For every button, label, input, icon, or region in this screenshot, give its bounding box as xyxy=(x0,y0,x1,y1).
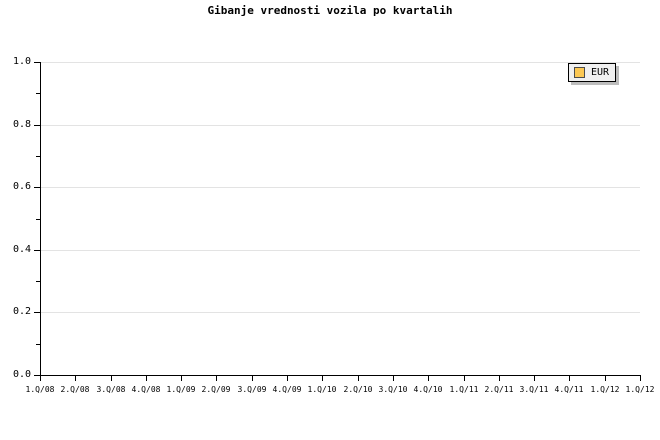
y-axis-label: 0.2 xyxy=(12,306,31,317)
y-axis-minor-tick xyxy=(36,156,41,157)
x-axis-label: 2.Q/08 xyxy=(60,385,90,394)
x-axis-tick xyxy=(499,376,500,381)
x-axis-tick xyxy=(322,376,323,381)
plot-area xyxy=(40,62,640,375)
x-axis-label: 1.Q/12 xyxy=(625,385,655,394)
y-axis-label: 0.4 xyxy=(12,244,31,255)
y-axis-minor-tick xyxy=(36,281,41,282)
y-axis-tick xyxy=(34,250,41,251)
gridline xyxy=(41,187,640,188)
x-axis-spine xyxy=(40,375,641,376)
gridline xyxy=(41,312,640,313)
x-axis-tick xyxy=(75,376,76,381)
y-axis-minor-tick xyxy=(36,93,41,94)
x-axis-label: 3.Q/08 xyxy=(96,385,126,394)
x-axis-label: 1.Q/10 xyxy=(307,385,337,394)
x-axis-tick xyxy=(252,376,253,381)
x-axis-tick xyxy=(146,376,147,381)
y-axis-label: 0.6 xyxy=(12,181,31,192)
y-axis-tick xyxy=(34,125,41,126)
x-axis-tick xyxy=(428,376,429,381)
gridline xyxy=(41,250,640,251)
y-axis-minor-tick xyxy=(36,344,41,345)
y-axis-tick xyxy=(34,312,41,313)
x-axis-label: 4.Q/10 xyxy=(413,385,443,394)
x-axis-label: 4.Q/11 xyxy=(554,385,584,394)
x-axis-label: 2.Q/09 xyxy=(201,385,231,394)
x-axis-label: 4.Q/09 xyxy=(272,385,302,394)
x-axis-tick xyxy=(464,376,465,381)
x-axis-label: 3.Q/09 xyxy=(237,385,267,394)
x-axis-label: 1.Q/12 xyxy=(590,385,620,394)
gridline xyxy=(41,62,640,63)
y-axis-tick xyxy=(34,62,41,63)
x-axis-tick xyxy=(40,376,41,381)
legend-swatch-eur xyxy=(574,67,585,78)
gridline xyxy=(41,125,640,126)
y-axis-label: 0.8 xyxy=(12,119,31,130)
x-axis-label: 3.Q/11 xyxy=(519,385,549,394)
legend-box[interactable]: EUR xyxy=(568,63,617,82)
x-axis-tick xyxy=(181,376,182,381)
x-axis-label: 1.Q/09 xyxy=(166,385,196,394)
x-axis-tick xyxy=(640,376,641,381)
x-axis-label: 1.Q/08 xyxy=(25,385,55,394)
x-axis-tick xyxy=(605,376,606,381)
x-axis-tick xyxy=(111,376,112,381)
x-axis-tick xyxy=(216,376,217,381)
y-axis-tick xyxy=(34,375,41,376)
x-axis-tick xyxy=(287,376,288,381)
x-axis-tick xyxy=(358,376,359,381)
y-axis-minor-tick xyxy=(36,219,41,220)
x-axis-label: 2.Q/10 xyxy=(343,385,373,394)
x-axis-label: 2.Q/11 xyxy=(484,385,514,394)
x-axis-label: 4.Q/08 xyxy=(131,385,161,394)
x-axis-tick xyxy=(569,376,570,381)
x-axis-label: 1.Q/11 xyxy=(449,385,479,394)
chart-title: Gibanje vrednosti vozila po kvartalih xyxy=(207,4,453,17)
y-axis-label: 0.0 xyxy=(12,369,31,380)
x-axis-tick xyxy=(534,376,535,381)
y-axis-label: 1.0 xyxy=(12,56,31,67)
y-axis-tick xyxy=(34,187,41,188)
x-axis-label: 3.Q/10 xyxy=(378,385,408,394)
legend-label-eur: EUR xyxy=(591,67,610,78)
x-axis-tick xyxy=(393,376,394,381)
